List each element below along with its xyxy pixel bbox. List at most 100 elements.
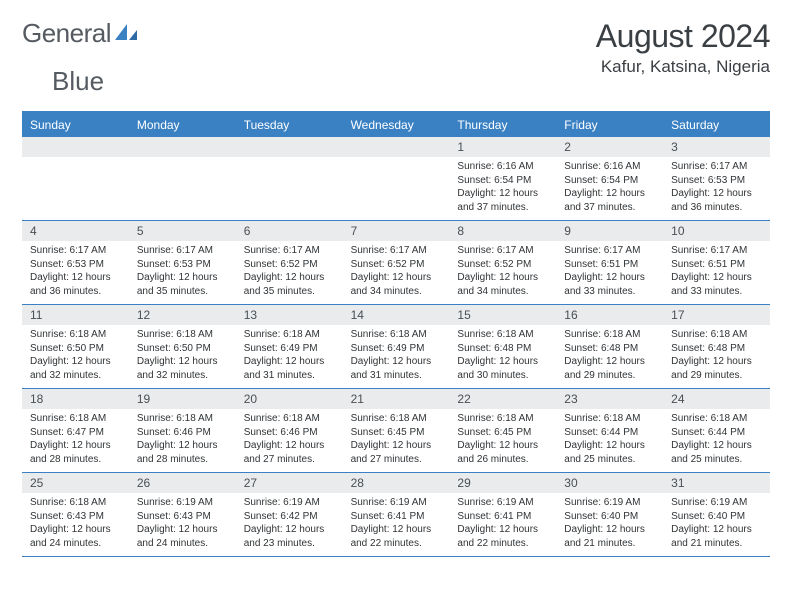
day-header: Thursday (449, 113, 556, 137)
day-cell: Sunrise: 6:18 AMSunset: 6:47 PMDaylight:… (22, 409, 129, 472)
location-label: Kafur, Katsina, Nigeria (596, 57, 770, 77)
sunset-text: Sunset: 6:40 PM (564, 510, 655, 524)
sunrise-text: Sunrise: 6:18 AM (30, 328, 121, 342)
sunrise-text: Sunrise: 6:19 AM (457, 496, 548, 510)
sunset-text: Sunset: 6:49 PM (244, 342, 335, 356)
day-cell: Sunrise: 6:16 AMSunset: 6:54 PMDaylight:… (449, 157, 556, 220)
sunrise-text: Sunrise: 6:17 AM (351, 244, 442, 258)
day-number: 8 (449, 221, 556, 241)
day-number: 23 (556, 389, 663, 409)
daylight-text: Daylight: 12 hours and 31 minutes. (351, 355, 442, 382)
day-cell: Sunrise: 6:17 AMSunset: 6:51 PMDaylight:… (663, 241, 770, 304)
daylight-text: Daylight: 12 hours and 22 minutes. (351, 523, 442, 550)
sunset-text: Sunset: 6:41 PM (457, 510, 548, 524)
day-number: 12 (129, 305, 236, 325)
day-headers-row: SundayMondayTuesdayWednesdayThursdayFrid… (22, 113, 770, 137)
day-number: 2 (556, 137, 663, 157)
sunrise-text: Sunrise: 6:17 AM (457, 244, 548, 258)
sunrise-text: Sunrise: 6:18 AM (351, 412, 442, 426)
daylight-text: Daylight: 12 hours and 24 minutes. (30, 523, 121, 550)
daylight-text: Daylight: 12 hours and 37 minutes. (564, 187, 655, 214)
daylight-text: Daylight: 12 hours and 28 minutes. (137, 439, 228, 466)
sunset-text: Sunset: 6:54 PM (457, 174, 548, 188)
day-cell (22, 157, 129, 220)
sunrise-text: Sunrise: 6:18 AM (351, 328, 442, 342)
day-header: Tuesday (236, 113, 343, 137)
sunset-text: Sunset: 6:53 PM (137, 258, 228, 272)
day-number: 4 (22, 221, 129, 241)
sunset-text: Sunset: 6:44 PM (564, 426, 655, 440)
day-cell: Sunrise: 6:18 AMSunset: 6:45 PMDaylight:… (343, 409, 450, 472)
day-number: 13 (236, 305, 343, 325)
daylight-text: Daylight: 12 hours and 31 minutes. (244, 355, 335, 382)
daylight-text: Daylight: 12 hours and 32 minutes. (137, 355, 228, 382)
sunset-text: Sunset: 6:48 PM (457, 342, 548, 356)
week-row: 45678910Sunrise: 6:17 AMSunset: 6:53 PMD… (22, 221, 770, 305)
day-number (343, 137, 450, 157)
daylight-text: Daylight: 12 hours and 36 minutes. (30, 271, 121, 298)
sunset-text: Sunset: 6:40 PM (671, 510, 762, 524)
weeks-container: 1 23 Sunrise: 6:16 AMSunset: 6:54 PMDaylig… (22, 137, 770, 557)
daylight-text: Daylight: 12 hours and 29 minutes. (671, 355, 762, 382)
day-cell: Sunrise: 6:17 AMSunset: 6:51 PMDaylight:… (556, 241, 663, 304)
sunset-text: Sunset: 6:54 PM (564, 174, 655, 188)
sunrise-text: Sunrise: 6:17 AM (137, 244, 228, 258)
month-title: August 2024 (596, 18, 770, 55)
sunset-text: Sunset: 6:43 PM (137, 510, 228, 524)
day-cell: Sunrise: 6:18 AMSunset: 6:44 PMDaylight:… (663, 409, 770, 472)
day-header: Wednesday (343, 113, 450, 137)
sunset-text: Sunset: 6:50 PM (30, 342, 121, 356)
day-number: 21 (343, 389, 450, 409)
logo-text-1: General (22, 18, 111, 49)
day-number: 22 (449, 389, 556, 409)
day-cell: Sunrise: 6:18 AMSunset: 6:49 PMDaylight:… (236, 325, 343, 388)
week-row: 18192021222324Sunrise: 6:18 AMSunset: 6:… (22, 389, 770, 473)
daylight-text: Daylight: 12 hours and 32 minutes. (30, 355, 121, 382)
day-number: 1 (449, 137, 556, 157)
day-cell: Sunrise: 6:19 AMSunset: 6:40 PMDaylight:… (663, 493, 770, 556)
sunrise-text: Sunrise: 6:18 AM (30, 412, 121, 426)
day-number: 25 (22, 473, 129, 493)
sunset-text: Sunset: 6:52 PM (351, 258, 442, 272)
sunrise-text: Sunrise: 6:19 AM (244, 496, 335, 510)
daylight-text: Daylight: 12 hours and 30 minutes. (457, 355, 548, 382)
sail-icon (113, 18, 139, 49)
day-cell: Sunrise: 6:17 AMSunset: 6:52 PMDaylight:… (236, 241, 343, 304)
day-cell: Sunrise: 6:19 AMSunset: 6:43 PMDaylight:… (129, 493, 236, 556)
daylight-text: Daylight: 12 hours and 36 minutes. (671, 187, 762, 214)
day-cell: Sunrise: 6:18 AMSunset: 6:48 PMDaylight:… (663, 325, 770, 388)
day-number: 11 (22, 305, 129, 325)
sunrise-text: Sunrise: 6:19 AM (671, 496, 762, 510)
daylight-text: Daylight: 12 hours and 33 minutes. (671, 271, 762, 298)
sunrise-text: Sunrise: 6:17 AM (30, 244, 121, 258)
sunrise-text: Sunrise: 6:18 AM (30, 496, 121, 510)
day-cell: Sunrise: 6:19 AMSunset: 6:41 PMDaylight:… (449, 493, 556, 556)
day-number: 9 (556, 221, 663, 241)
day-cell (236, 157, 343, 220)
day-cell: Sunrise: 6:18 AMSunset: 6:43 PMDaylight:… (22, 493, 129, 556)
day-number: 10 (663, 221, 770, 241)
daylight-text: Daylight: 12 hours and 35 minutes. (137, 271, 228, 298)
day-number (129, 137, 236, 157)
day-cell: Sunrise: 6:18 AMSunset: 6:46 PMDaylight:… (236, 409, 343, 472)
sunset-text: Sunset: 6:44 PM (671, 426, 762, 440)
week-row: 11121314151617Sunrise: 6:18 AMSunset: 6:… (22, 305, 770, 389)
day-cell: Sunrise: 6:18 AMSunset: 6:45 PMDaylight:… (449, 409, 556, 472)
sunrise-text: Sunrise: 6:18 AM (244, 412, 335, 426)
day-number: 15 (449, 305, 556, 325)
sunrise-text: Sunrise: 6:17 AM (564, 244, 655, 258)
daylight-text: Daylight: 12 hours and 29 minutes. (564, 355, 655, 382)
daylight-text: Daylight: 12 hours and 21 minutes. (564, 523, 655, 550)
day-number: 16 (556, 305, 663, 325)
day-cell: Sunrise: 6:18 AMSunset: 6:50 PMDaylight:… (22, 325, 129, 388)
daylight-text: Daylight: 12 hours and 34 minutes. (351, 271, 442, 298)
sunrise-text: Sunrise: 6:18 AM (564, 412, 655, 426)
sunset-text: Sunset: 6:49 PM (351, 342, 442, 356)
sunset-text: Sunset: 6:52 PM (244, 258, 335, 272)
sunrise-text: Sunrise: 6:18 AM (137, 328, 228, 342)
sunset-text: Sunset: 6:42 PM (244, 510, 335, 524)
day-cell: Sunrise: 6:17 AMSunset: 6:52 PMDaylight:… (343, 241, 450, 304)
sunset-text: Sunset: 6:53 PM (30, 258, 121, 272)
daylight-text: Daylight: 12 hours and 22 minutes. (457, 523, 548, 550)
daylight-text: Daylight: 12 hours and 25 minutes. (671, 439, 762, 466)
